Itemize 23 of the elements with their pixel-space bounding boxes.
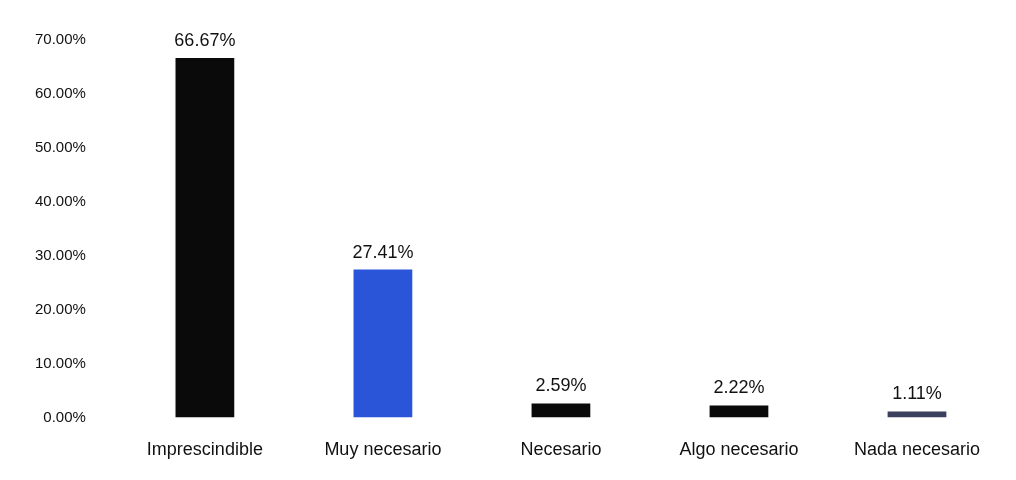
- x-tick-label: Imprescindible: [146, 439, 263, 460]
- y-tick-label: 10.00%: [35, 353, 86, 371]
- bar: [531, 403, 591, 418]
- data-label: 27.41%: [352, 241, 414, 262]
- data-label: 2.59%: [535, 375, 587, 396]
- data-label: 2.22%: [713, 377, 765, 398]
- bar: [709, 405, 769, 418]
- data-label: 1.11%: [892, 383, 942, 404]
- y-tick-label: 70.00%: [35, 30, 86, 48]
- x-tick-label: Muy necesario: [324, 439, 442, 460]
- x-tick-label: Nada necesario: [853, 439, 981, 460]
- y-tick-label: 20.00%: [35, 299, 86, 317]
- y-tick-label: 30.00%: [35, 245, 86, 263]
- y-tick-label: 50.00%: [35, 137, 86, 155]
- bar: [353, 269, 413, 418]
- y-tick-label: 60.00%: [35, 84, 86, 102]
- bar: [887, 411, 947, 418]
- y-tick-label: 0.00%: [43, 407, 86, 425]
- y-tick-label: 40.00%: [35, 191, 86, 209]
- data-label: 66.67%: [174, 29, 236, 50]
- bar: [175, 57, 235, 418]
- x-tick-label: Necesario: [520, 439, 602, 460]
- x-tick-label: Algo necesario: [679, 439, 799, 460]
